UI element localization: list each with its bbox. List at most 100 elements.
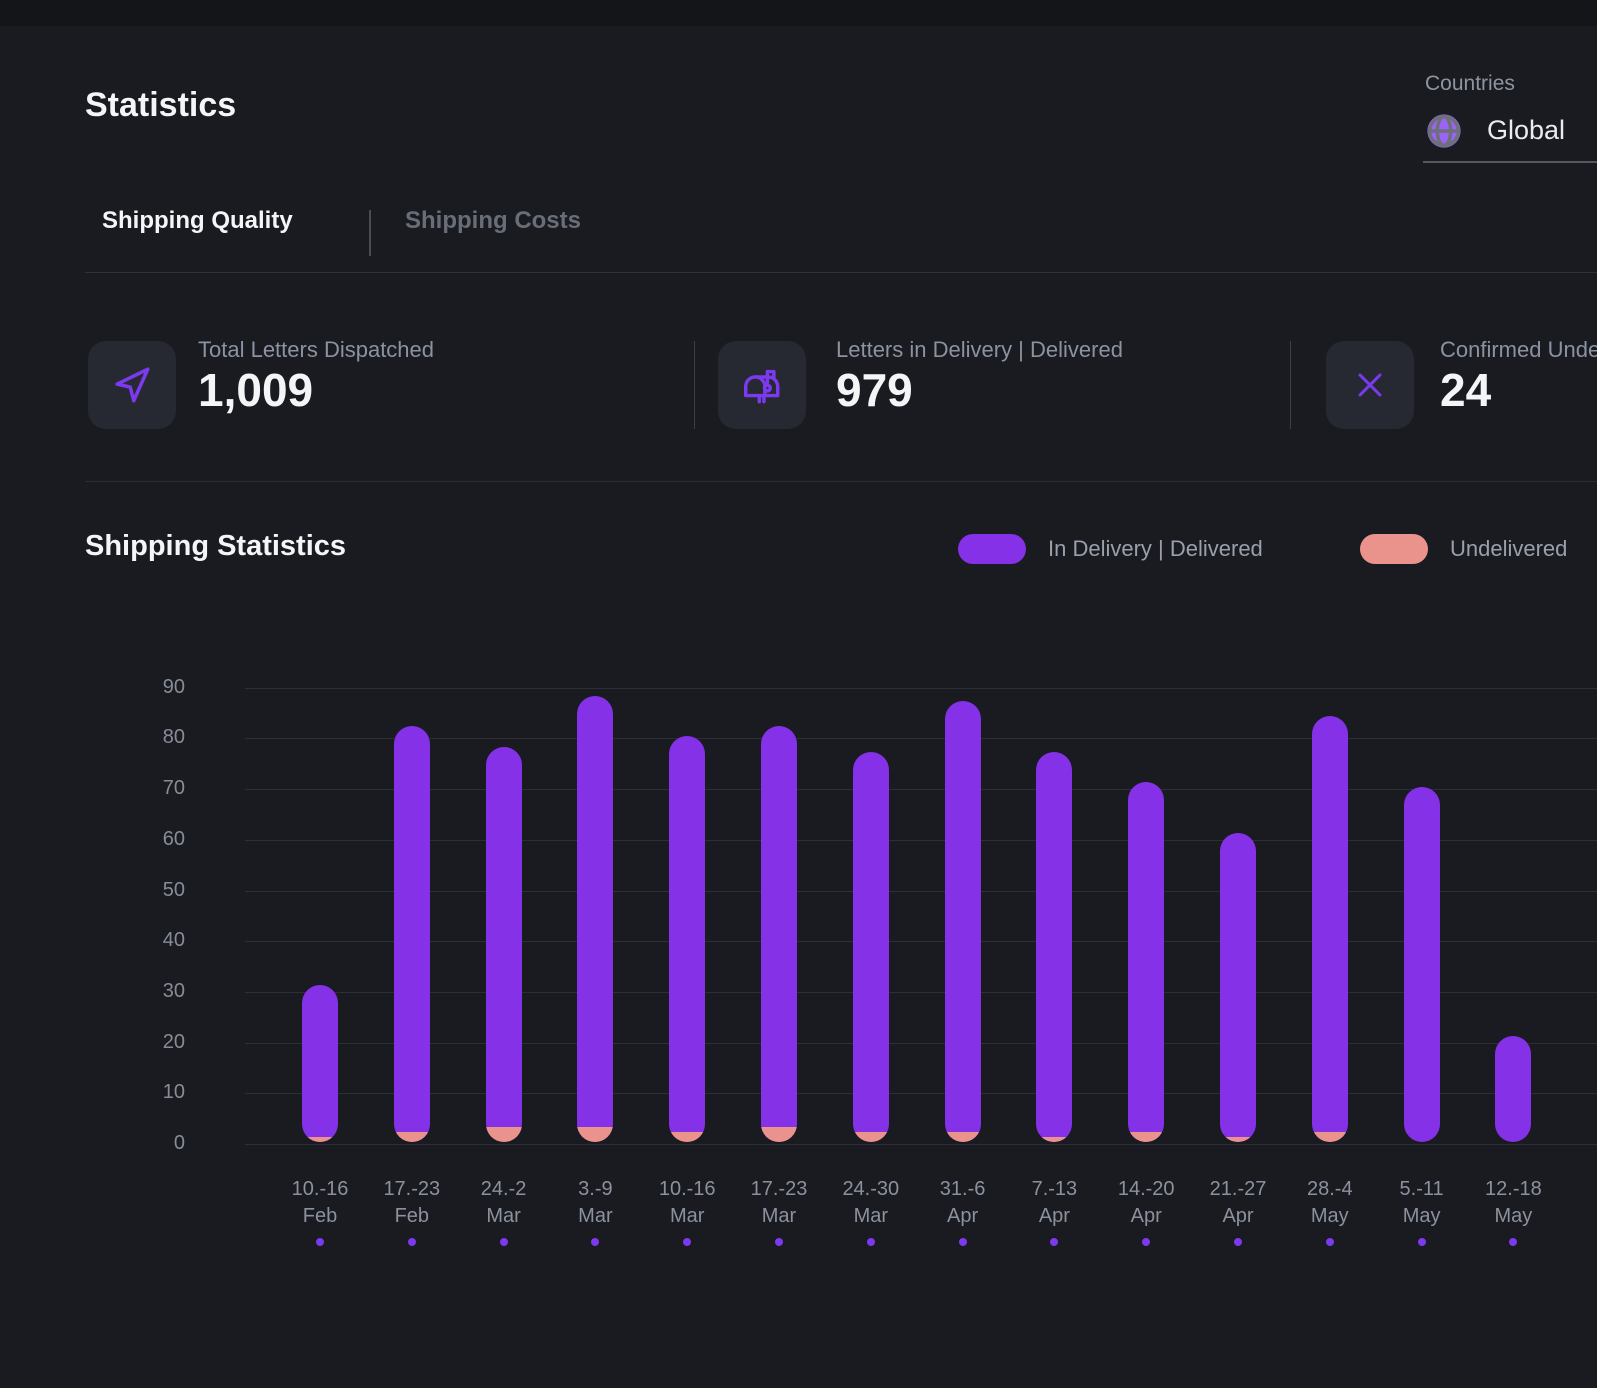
gridline-10 bbox=[245, 1093, 1597, 1095]
x-label-28.-4-May: 28.-4 May bbox=[1307, 1178, 1353, 1227]
section-title: Shipping Statistics bbox=[85, 530, 347, 562]
bar-12.-18-May[interactable] bbox=[1495, 1035, 1532, 1142]
y-tick-60: 60 bbox=[162, 827, 185, 850]
bar-31.-6-Apr[interactable] bbox=[944, 700, 981, 1142]
y-tick-50: 50 bbox=[162, 878, 185, 901]
x-axis-dot bbox=[316, 1238, 324, 1246]
card-value-in-delivery: 979 bbox=[836, 364, 913, 416]
x-axis-dot bbox=[499, 1238, 508, 1246]
bar-undelivered-segment bbox=[944, 1131, 981, 1142]
bar-10.-16-Feb[interactable] bbox=[302, 984, 338, 1142]
shipping-statistics-chart: 0 10 20 30 40 50 60 70 80 90 10.-16 Feb 17.-23 Feb 2… bbox=[0, 660, 1597, 1300]
x-label-12.-18-May: 12.-18 May bbox=[1485, 1178, 1542, 1227]
tab-shipping-quality[interactable]: Shipping Quality bbox=[102, 207, 293, 234]
gridline-50 bbox=[245, 890, 1597, 892]
x-axis-dot bbox=[591, 1238, 600, 1246]
bar-17.-23-Mar[interactable] bbox=[761, 726, 797, 1142]
bar-3.-9-Mar[interactable] bbox=[577, 695, 614, 1142]
tabs-underline bbox=[85, 272, 1597, 273]
legend-swatch-delivered bbox=[958, 534, 1026, 564]
y-tick-90: 90 bbox=[162, 675, 185, 698]
card-label-in-delivery: Letters in Delivery | Delivered bbox=[836, 337, 1123, 362]
x-label-3.-9-Mar: 3.-9 Mar bbox=[578, 1178, 613, 1227]
x-label-31.-6-Apr: 31.-6 Apr bbox=[939, 1178, 986, 1227]
card-label-dispatched: Total Letters Dispatched bbox=[198, 337, 435, 362]
x-label-14.-20-Apr: 14.-20 Apr bbox=[1117, 1178, 1175, 1227]
bar-14.-20-Apr[interactable] bbox=[1128, 782, 1165, 1142]
card-divider-1 bbox=[694, 341, 695, 429]
bar-undelivered-segment bbox=[761, 1126, 797, 1142]
y-tick-40: 40 bbox=[162, 929, 185, 952]
bar-undelivered-segment bbox=[1220, 1136, 1256, 1142]
bar-undelivered-segment bbox=[302, 1136, 338, 1142]
legend-swatch-undelivered bbox=[1360, 534, 1428, 564]
gridline-60 bbox=[245, 839, 1597, 841]
card-tile-undelivered bbox=[1326, 341, 1414, 429]
x-label-21.-27-Apr: 21.-27 Apr bbox=[1209, 1178, 1267, 1227]
card-label-undelivered: Confirmed Undelivered bbox=[1440, 337, 1597, 362]
bar-undelivered-segment bbox=[1036, 1136, 1073, 1142]
x-axis-dot bbox=[407, 1238, 416, 1246]
country-selector[interactable]: Global bbox=[1423, 100, 1597, 163]
top-strip bbox=[0, 0, 1597, 26]
bar-undelivered-segment bbox=[577, 1126, 614, 1142]
x-axis-dot bbox=[1509, 1238, 1518, 1246]
bar-undelivered-segment bbox=[852, 1131, 889, 1142]
x-axis-dot bbox=[1234, 1238, 1242, 1246]
card-divider-2 bbox=[1290, 341, 1291, 429]
tab-shipping-costs[interactable]: Shipping Costs bbox=[405, 207, 581, 234]
bar-undelivered-segment bbox=[1128, 1131, 1165, 1142]
x-axis-dot bbox=[775, 1238, 783, 1246]
legend-label-undelivered: Undelivered bbox=[1450, 536, 1568, 561]
bar-7.-13-Apr[interactable] bbox=[1036, 751, 1073, 1142]
x-label-24.-30-Mar: 24.-30 Mar bbox=[842, 1178, 900, 1227]
y-tick-30: 30 bbox=[162, 979, 185, 1002]
tab-divider bbox=[369, 210, 371, 256]
country-value: Global bbox=[1487, 115, 1566, 145]
globe-icon bbox=[1423, 110, 1465, 152]
bar-undelivered-segment bbox=[1311, 1131, 1348, 1142]
bar-21.-27-Apr[interactable] bbox=[1220, 832, 1256, 1142]
bar-24.-2-Mar[interactable] bbox=[485, 746, 522, 1142]
legend-item-delivered[interactable]: In Delivery | Delivered bbox=[958, 534, 1263, 564]
cards-underline bbox=[85, 481, 1597, 482]
bar-undelivered-segment bbox=[393, 1131, 430, 1142]
gridline-70 bbox=[245, 789, 1597, 791]
x-label-10.-16-Mar: 10.-16 Mar bbox=[658, 1178, 716, 1227]
x-axis-dot bbox=[1142, 1238, 1151, 1246]
legend-label-delivered: In Delivery | Delivered bbox=[1048, 536, 1263, 561]
bar-10.-16-Mar[interactable] bbox=[669, 736, 706, 1142]
x-label-17.-23-Mar: 17.-23 Mar bbox=[750, 1178, 808, 1227]
x-axis-dot bbox=[683, 1238, 692, 1246]
x-axis-dot bbox=[958, 1238, 967, 1246]
send-icon bbox=[111, 364, 153, 406]
bar-5.-11-May[interactable] bbox=[1403, 787, 1440, 1142]
x-axis-dot bbox=[866, 1238, 875, 1246]
bar-24.-30-Mar[interactable] bbox=[852, 751, 889, 1142]
x-label-7.-13-Apr: 7.-13 Apr bbox=[1031, 1178, 1078, 1227]
gridline-40 bbox=[245, 941, 1597, 943]
gridline-20 bbox=[245, 1042, 1597, 1044]
card-value-undelivered: 24 bbox=[1440, 364, 1492, 416]
mailbox-icon bbox=[739, 362, 785, 408]
card-tile-in-delivery bbox=[718, 341, 806, 429]
x-label-5.-11-May: 5.-11 May bbox=[1399, 1178, 1444, 1227]
bar-17.-23-Feb[interactable] bbox=[393, 726, 430, 1142]
bar-undelivered-segment bbox=[485, 1126, 522, 1142]
gridline-80 bbox=[245, 738, 1597, 740]
x-axis-dot bbox=[1417, 1238, 1426, 1246]
x-axis-dot bbox=[1050, 1238, 1059, 1246]
bar-undelivered-segment bbox=[669, 1131, 706, 1142]
bar-28.-4-May[interactable] bbox=[1311, 716, 1348, 1142]
gridline-0 bbox=[245, 1144, 1597, 1145]
y-tick-80: 80 bbox=[162, 726, 185, 749]
card-value-dispatched: 1,009 bbox=[198, 364, 314, 416]
x-axis-dot bbox=[1325, 1238, 1334, 1246]
countries-label: Countries bbox=[1425, 72, 1515, 95]
card-tile-dispatched bbox=[88, 341, 176, 429]
x-label-10.-16-Feb: 10.-16 Feb bbox=[291, 1178, 349, 1227]
x-icon bbox=[1350, 365, 1390, 405]
y-tick-20: 20 bbox=[162, 1030, 185, 1053]
gridline-90 bbox=[245, 687, 1597, 689]
legend-item-undelivered[interactable]: Undelivered bbox=[1360, 534, 1567, 564]
